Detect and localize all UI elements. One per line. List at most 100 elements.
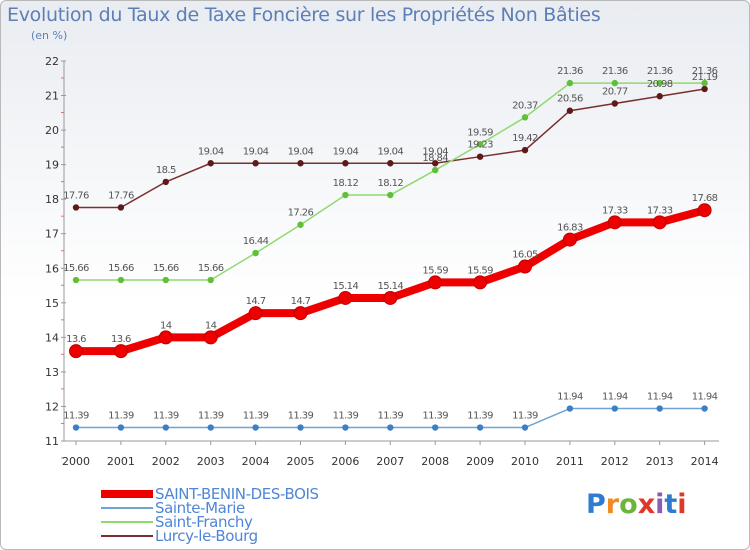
y-tick-label: 14: [45, 331, 59, 344]
data-point: [387, 160, 394, 167]
data-point: [338, 290, 353, 305]
data-label: 11.39: [422, 411, 448, 422]
x-tick-label: 2003: [197, 455, 225, 468]
data-label: 11.39: [377, 411, 403, 422]
data-label: 15.59: [467, 265, 493, 276]
x-tick-label: 2002: [152, 455, 180, 468]
data-point: [342, 191, 349, 199]
data-label: 21.36: [557, 66, 583, 77]
y-tick-label: 15: [45, 297, 59, 310]
data-label: 19.04: [198, 146, 224, 157]
data-point: [72, 424, 80, 431]
x-tick-label: 2012: [601, 455, 629, 468]
data-label: 11.39: [243, 411, 269, 422]
data-point: [207, 160, 214, 167]
y-tick-label: 19: [45, 159, 59, 172]
data-label: 18.5: [156, 165, 176, 176]
legend-item: SAINT-BENIN-DES-BOIS: [101, 485, 421, 503]
data-point: [72, 276, 80, 284]
data-point: [611, 79, 618, 87]
data-point: [476, 141, 484, 148]
data-label: 16.44: [243, 236, 269, 247]
data-label: 19.04: [333, 146, 359, 157]
data-point: [611, 405, 618, 412]
x-tick-label: 2014: [691, 455, 719, 468]
data-point: [656, 93, 663, 100]
y-tick-label: 16: [45, 262, 59, 275]
x-tick-label: 2009: [466, 455, 494, 468]
chart-subtitle: (en %): [31, 29, 68, 42]
data-label: 15.66: [198, 263, 224, 274]
data-point: [72, 204, 80, 211]
data-label: 11.39: [333, 411, 359, 422]
data-label: 15.14: [333, 281, 359, 292]
data-label: 13.6: [66, 334, 86, 345]
x-tick-label: 2011: [556, 455, 584, 468]
data-label: 19.59: [467, 127, 493, 138]
data-point: [432, 166, 439, 174]
x-tick-label: 2013: [646, 455, 674, 468]
data-point: [701, 85, 708, 93]
data-point: [69, 344, 83, 359]
data-label: 11.94: [557, 392, 583, 403]
data-label: 19.04: [422, 146, 448, 157]
logo-letter: i: [655, 489, 665, 520]
logo-letter: o: [619, 489, 638, 520]
data-label: 17.68: [692, 193, 718, 204]
data-point: [252, 249, 259, 257]
data-point: [203, 330, 218, 345]
data-point: [252, 424, 259, 431]
data-point: [248, 306, 263, 321]
data-point: [117, 204, 125, 211]
data-label: 19.04: [288, 146, 314, 157]
data-label: 21.36: [692, 66, 718, 77]
data-label: 16.83: [557, 223, 583, 234]
data-label: 18.84: [422, 153, 448, 164]
data-point: [297, 160, 304, 167]
y-tick-label: 22: [45, 55, 59, 68]
data-point: [656, 405, 663, 412]
logo-letter: P: [586, 489, 606, 520]
legend-label: SAINT-BENIN-DES-BOIS: [155, 485, 319, 503]
proxiti-logo: Proxiti: [586, 489, 696, 529]
data-label: 19.04: [243, 146, 269, 157]
logo-letter: i: [677, 489, 687, 520]
data-label: 11.39: [198, 411, 224, 422]
data-label: 11.94: [647, 392, 673, 403]
data-point: [701, 405, 708, 412]
logo-letter: t: [664, 489, 678, 520]
data-point: [428, 275, 443, 290]
data-point: [117, 424, 125, 431]
data-label: 14: [160, 320, 172, 331]
data-point: [342, 424, 349, 431]
data-label: 14.7: [246, 296, 266, 307]
data-point: [252, 160, 259, 167]
data-label: 15.59: [422, 265, 448, 276]
data-label: 15.66: [108, 263, 134, 274]
data-point: [113, 344, 128, 359]
data-point: [293, 306, 308, 321]
y-tick-label: 21: [45, 90, 59, 103]
y-tick-label: 18: [45, 193, 59, 206]
legend-item: Lurcy-le-Bourg: [101, 527, 421, 545]
legend-swatch: [101, 507, 153, 509]
x-tick-label: 2005: [287, 455, 315, 468]
data-point: [297, 221, 304, 228]
legend-label: Sainte-Marie: [155, 499, 245, 517]
data-label: 11.39: [153, 411, 179, 422]
logo-letter: r: [605, 489, 620, 520]
data-point: [566, 405, 574, 412]
y-tick-label: 17: [45, 228, 59, 241]
legend-label: Lurcy-le-Bourg: [155, 527, 258, 545]
data-label: 18.12: [333, 178, 359, 189]
data-point: [566, 107, 574, 114]
data-label: 21.19: [692, 72, 718, 83]
legend-item: Saint-Franchy: [101, 513, 421, 531]
data-label: 17.76: [108, 190, 134, 201]
data-point: [297, 424, 304, 431]
data-point: [473, 275, 488, 290]
data-point: [387, 191, 394, 199]
y-tick-label: 12: [45, 400, 59, 413]
data-point: [207, 276, 214, 284]
